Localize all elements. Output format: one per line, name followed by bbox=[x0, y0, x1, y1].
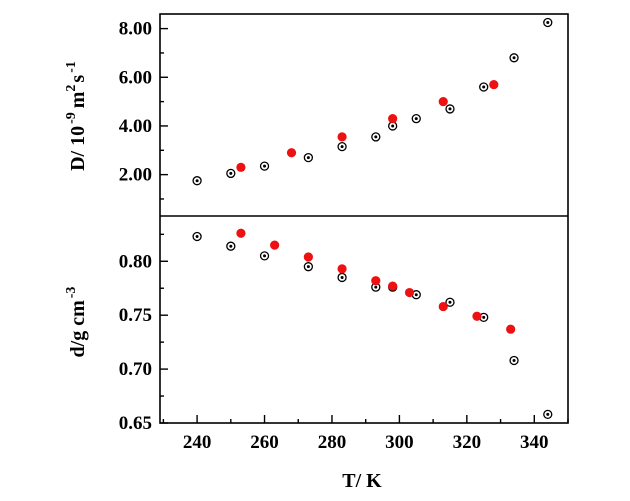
bottom-filled-point bbox=[404, 287, 415, 298]
y-tick-label: 0.70 bbox=[119, 359, 152, 380]
bottom-open-point bbox=[226, 241, 236, 251]
top-open-point bbox=[445, 104, 455, 114]
x-tick-label: 280 bbox=[318, 432, 347, 453]
bottom-filled-point bbox=[337, 264, 347, 274]
top-open-point bbox=[337, 141, 347, 152]
bottom-filled-point bbox=[438, 301, 448, 312]
bottom-open-point bbox=[337, 272, 347, 283]
plot-frame bbox=[159, 13, 569, 424]
y-tick-label: 0.80 bbox=[119, 251, 152, 272]
top-filled-point bbox=[438, 97, 448, 107]
bottom-filled-point bbox=[472, 311, 482, 321]
top-panel-points bbox=[192, 17, 553, 186]
bottom-open-point bbox=[509, 355, 519, 366]
top-open-point bbox=[303, 152, 314, 163]
bottom-filled-point bbox=[270, 240, 280, 250]
bottom-filled-point bbox=[303, 252, 313, 262]
bottom-open-point bbox=[192, 231, 202, 242]
x-tick-label: 260 bbox=[250, 432, 279, 453]
x-tick-label: 240 bbox=[183, 432, 212, 453]
bottom-open-point bbox=[411, 290, 421, 300]
top-open-point bbox=[509, 53, 519, 63]
x-axis-title: T/ K bbox=[342, 470, 382, 492]
y-tick-label: 0.65 bbox=[119, 413, 152, 434]
top-y-axis-title: D/ 10-9m2s-1 bbox=[64, 61, 89, 171]
bottom-open-point bbox=[303, 262, 314, 272]
top-open-point bbox=[411, 114, 421, 124]
bottom-open-point bbox=[543, 409, 553, 420]
bottom-filled-point bbox=[506, 324, 516, 334]
y-tick-label: 4.00 bbox=[119, 116, 152, 137]
x-tick-label: 340 bbox=[520, 432, 549, 453]
bottom-open-point bbox=[445, 297, 455, 307]
top-filled-point bbox=[337, 132, 347, 142]
top-filled-point bbox=[489, 79, 499, 90]
bottom-panel-y-ticks: 0.65 0.70 0.75 0.80 bbox=[119, 233, 168, 434]
top-open-point bbox=[226, 168, 236, 179]
top-filled-point bbox=[286, 148, 297, 158]
top-open-point bbox=[543, 17, 553, 28]
bottom-panel-points bbox=[192, 228, 553, 420]
bottom-filled-point bbox=[371, 276, 381, 286]
x-axis-ticks: 240 260 280 300 320 340 bbox=[162, 415, 569, 453]
x-tick-label: 300 bbox=[385, 432, 414, 453]
bottom-open-point bbox=[259, 251, 270, 261]
bottom-open-point bbox=[479, 312, 489, 322]
top-panel-y-ticks: 2.00 4.00 6.00 8.00 bbox=[119, 19, 168, 200]
top-open-point bbox=[259, 161, 270, 171]
y-tick-label: 0.75 bbox=[119, 305, 152, 326]
top-open-point bbox=[479, 82, 489, 92]
top-filled-point bbox=[236, 162, 246, 172]
bottom-y-axis-title: d/g cm-3 bbox=[64, 287, 89, 358]
y-tick-label: 2.00 bbox=[119, 165, 152, 186]
top-open-point bbox=[371, 132, 381, 142]
x-tick-label: 320 bbox=[453, 432, 482, 453]
bottom-filled-point bbox=[388, 281, 398, 291]
bottom-filled-point bbox=[236, 228, 246, 238]
y-tick-label: 6.00 bbox=[119, 67, 152, 88]
top-filled-point bbox=[388, 114, 398, 124]
top-open-point bbox=[192, 176, 202, 186]
y-tick-label: 8.00 bbox=[119, 19, 152, 40]
